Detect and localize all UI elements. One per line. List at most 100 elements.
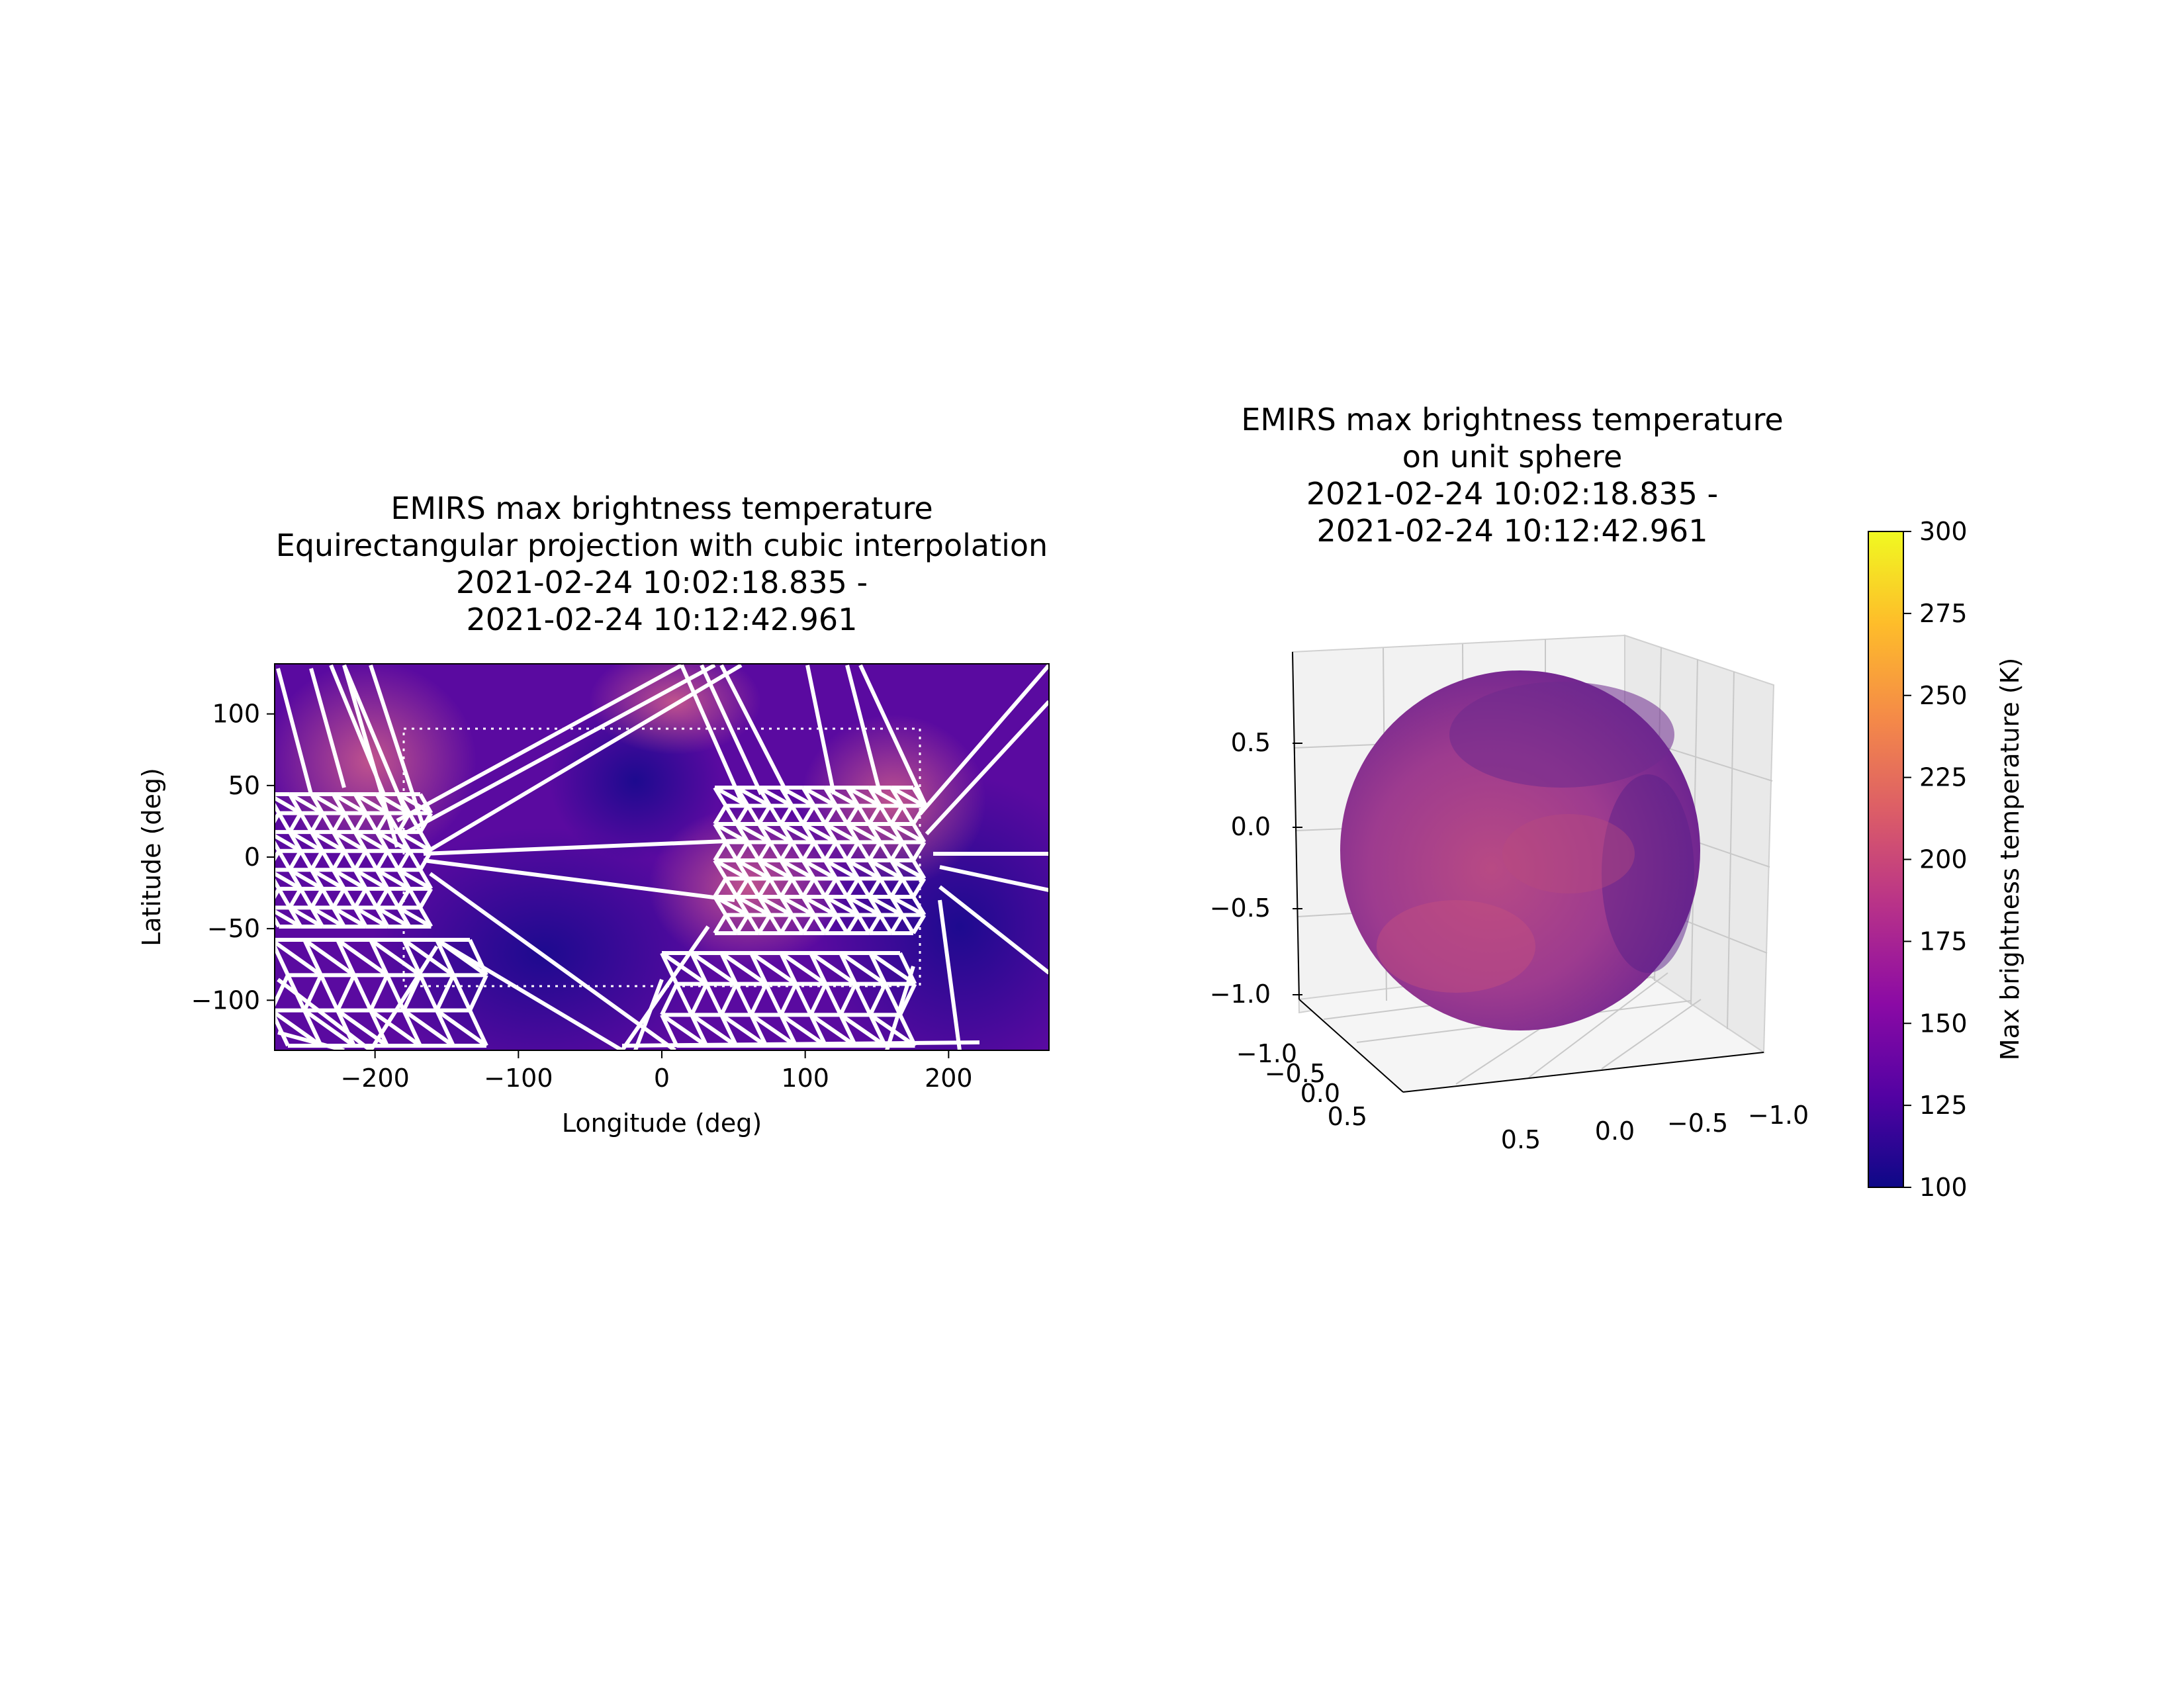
- mesh-edge: [435, 1009, 455, 1047]
- mesh-edge: [845, 877, 860, 898]
- mesh-edge: [853, 983, 872, 1016]
- mesh-edge: [768, 804, 783, 825]
- mesh-edge: [277, 888, 292, 909]
- map-dark-region: [371, 827, 715, 1050]
- mesh-edge: [878, 804, 893, 825]
- mesh-edge: [342, 888, 357, 909]
- map-y-tick-label: −50: [207, 914, 260, 943]
- mesh-edge: [289, 830, 324, 853]
- mesh-edge: [275, 839, 281, 852]
- sphere-dark-patch: [1449, 682, 1674, 788]
- mesh-edge: [758, 858, 794, 881]
- mesh-edge: [938, 899, 962, 1050]
- mesh-edge: [375, 812, 390, 833]
- mesh-edge: [369, 664, 426, 828]
- mesh-edge: [719, 1014, 739, 1047]
- mesh-edge: [407, 888, 422, 909]
- mesh-edge: [713, 804, 728, 825]
- triangulation-mesh: [275, 664, 1049, 1050]
- mesh-edge: [839, 983, 858, 1016]
- mesh-edge: [890, 822, 926, 845]
- sphere: [1340, 670, 1700, 1030]
- mesh-edge: [302, 974, 323, 1011]
- map-dotted-box: [402, 727, 921, 987]
- mesh-edge: [303, 938, 355, 977]
- sphere-warm-patch: [1377, 900, 1535, 993]
- mesh-edge: [790, 841, 805, 862]
- mesh-edge: [938, 885, 1049, 975]
- 3d-y-tick-label: 0.5: [1328, 1102, 1367, 1131]
- mesh-edge: [277, 1030, 345, 1050]
- mesh-edge: [468, 974, 488, 1011]
- mesh-edge: [805, 664, 836, 795]
- right-title: EMIRS max brightness temperature on unit…: [1241, 402, 1783, 549]
- mesh-edge: [801, 877, 816, 898]
- map-y-tick-label: 0: [244, 843, 260, 872]
- mesh-edge: [302, 1009, 323, 1047]
- mesh-edge: [878, 841, 893, 862]
- mesh-edge: [332, 905, 367, 929]
- mesh-edge: [746, 913, 761, 935]
- mesh-edge: [764, 983, 783, 1016]
- mesh-edge: [900, 877, 915, 898]
- mesh-edge: [275, 850, 281, 862]
- colorbar-label: Max brightness temperature (K): [1995, 658, 2025, 1061]
- mesh-edge: [834, 877, 849, 898]
- mesh-edge: [369, 945, 439, 1050]
- mesh-edge: [867, 913, 882, 935]
- mesh-edge: [407, 850, 422, 871]
- mesh-edge: [801, 858, 837, 881]
- sphere-dark-patch: [1602, 774, 1694, 973]
- mesh-edge: [746, 804, 761, 825]
- mesh-edge: [889, 877, 904, 898]
- mesh-edge: [801, 804, 816, 825]
- mesh-edge: [809, 1014, 828, 1047]
- mesh-edge: [336, 938, 356, 976]
- left-title-line-2: Equirectangular projection with cubic in…: [276, 527, 1048, 563]
- mesh-edge: [889, 804, 904, 825]
- mesh-edge: [809, 951, 857, 986]
- mesh-edge: [758, 786, 794, 808]
- mesh-edge: [331, 888, 346, 909]
- mesh-edge: [713, 822, 749, 845]
- mesh-edge: [911, 913, 927, 935]
- mesh-edge: [275, 812, 281, 825]
- mesh-edge: [768, 841, 783, 862]
- mesh-edge: [713, 858, 749, 881]
- z-tick-label: −0.5: [1210, 893, 1271, 923]
- mesh-edge: [746, 841, 761, 862]
- mesh-edge: [812, 913, 827, 935]
- mesh-edge: [735, 804, 750, 825]
- mesh-edge: [418, 906, 433, 928]
- mesh-edge: [824, 858, 860, 881]
- mesh-edge: [890, 895, 926, 917]
- mesh-edge: [275, 871, 302, 891]
- 3d-y-tick-label: −1.0: [1236, 1039, 1297, 1068]
- mesh-edge: [939, 865, 1049, 892]
- mesh-edge: [720, 951, 768, 986]
- mesh-edge: [868, 822, 903, 845]
- mesh-edge: [402, 938, 422, 976]
- mesh-edge: [925, 700, 1049, 836]
- map-x-label: Longitude (deg): [562, 1109, 762, 1138]
- mesh-edge: [289, 792, 324, 815]
- mesh-edge: [353, 868, 389, 891]
- mesh-edge: [690, 951, 738, 986]
- mesh-edge: [288, 850, 302, 871]
- mesh-edge: [768, 877, 783, 898]
- mesh-edge: [275, 833, 302, 853]
- mesh-edge: [396, 888, 412, 909]
- mesh-edge: [779, 913, 794, 935]
- mesh-edge: [660, 1014, 679, 1047]
- mesh-edge: [320, 812, 336, 833]
- mesh-edge: [303, 1009, 355, 1048]
- mesh-edge: [275, 939, 322, 977]
- mesh-edge: [435, 938, 455, 976]
- mesh-edge: [713, 841, 728, 862]
- map-y-tick-label: 100: [212, 700, 260, 729]
- mesh-edge: [750, 1013, 797, 1048]
- mesh-edge: [889, 913, 904, 935]
- map-x-tick-label: 100: [781, 1064, 829, 1093]
- mesh-edge: [900, 804, 915, 825]
